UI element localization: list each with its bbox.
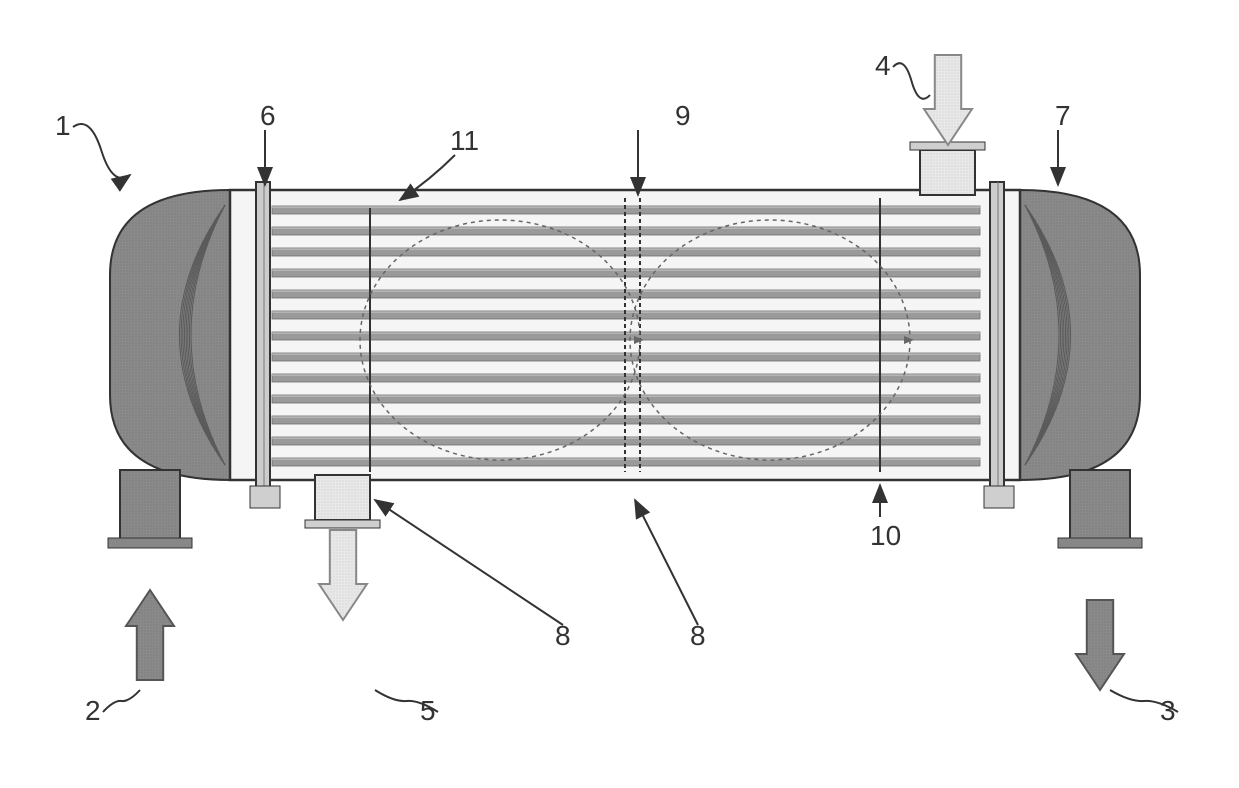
- flange-left: [108, 538, 192, 548]
- leader-line: [375, 500, 563, 625]
- flow-arrow-light: [924, 55, 972, 145]
- outlet-neck-right: [1070, 470, 1130, 540]
- shell-outlet-nozzle: [315, 475, 370, 520]
- leader-line: [635, 500, 698, 625]
- callout-label: 1: [55, 110, 71, 141]
- support-foot: [250, 486, 280, 508]
- callout-label: 4: [875, 50, 891, 81]
- flow-arrow-light: [319, 530, 367, 620]
- flange-right: [1058, 538, 1142, 548]
- tubesheet-left: [256, 182, 270, 488]
- inlet-neck-left: [120, 470, 180, 540]
- heat-exchanger-diagram: 12345678891011: [0, 0, 1239, 788]
- tubesheet-right: [990, 182, 1004, 488]
- callout-label: 7: [1055, 100, 1071, 131]
- callout-label: 3: [1160, 695, 1176, 726]
- callout-label: 11: [450, 125, 479, 156]
- shell-inlet-nozzle: [920, 150, 975, 195]
- flow-arrow-dark: [126, 590, 174, 680]
- flow-arrow-dark: [1076, 600, 1124, 690]
- callout-label: 2: [85, 695, 101, 726]
- callout-label: 9: [675, 100, 691, 131]
- leader-line: [103, 690, 140, 712]
- leader-line: [73, 124, 130, 178]
- callout-label: 10: [870, 520, 901, 551]
- leader-line: [893, 63, 930, 99]
- callout-label: 5: [420, 695, 436, 726]
- flange: [305, 520, 380, 528]
- support-foot: [984, 486, 1014, 508]
- callout-label: 6: [260, 100, 276, 131]
